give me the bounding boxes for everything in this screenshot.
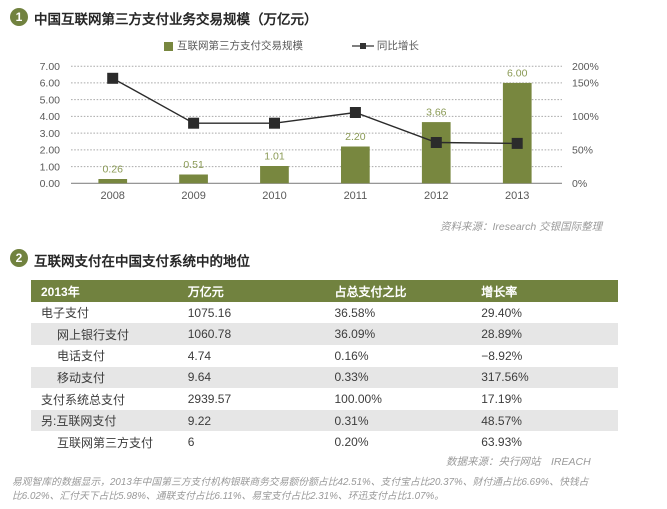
svg-text:2.20: 2.20	[345, 131, 366, 143]
svg-text:2008: 2008	[100, 190, 124, 202]
svg-text:2.00: 2.00	[40, 145, 61, 157]
svg-text:50%: 50%	[572, 145, 593, 157]
svg-text:5.00: 5.00	[40, 94, 61, 106]
svg-text:0.00: 0.00	[40, 178, 61, 190]
svg-text:6.00: 6.00	[40, 78, 61, 90]
svg-text:0%: 0%	[572, 178, 587, 190]
svg-text:0.26: 0.26	[102, 164, 123, 176]
svg-text:0.51: 0.51	[183, 159, 204, 171]
svg-text:6.00: 6.00	[507, 67, 528, 79]
svg-text:2011: 2011	[344, 190, 368, 202]
svg-text:3.00: 3.00	[40, 128, 61, 140]
svg-text:1.00: 1.00	[40, 161, 61, 173]
svg-text:4.00: 4.00	[40, 111, 61, 123]
svg-text:7.00: 7.00	[40, 61, 61, 73]
svg-text:150%: 150%	[572, 78, 599, 90]
svg-text:3.66: 3.66	[426, 107, 447, 119]
svg-text:2010: 2010	[262, 190, 286, 202]
svg-text:100%: 100%	[572, 111, 599, 123]
svg-text:1.01: 1.01	[264, 151, 285, 163]
svg-text:2013: 2013	[505, 190, 529, 202]
svg-text:200%: 200%	[572, 61, 599, 73]
svg-text:2012: 2012	[424, 190, 448, 202]
svg-text:2009: 2009	[181, 190, 205, 202]
